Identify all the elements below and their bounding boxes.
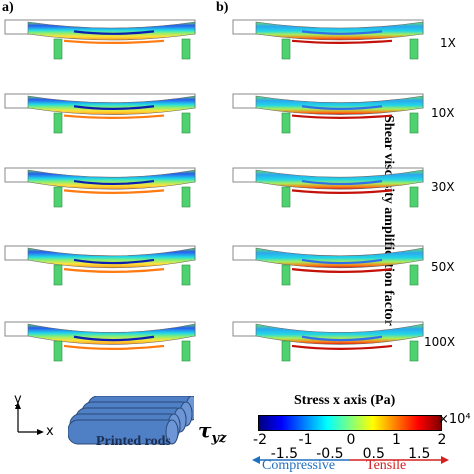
factor-label-1x: 1X: [440, 36, 456, 50]
factor-label-50x: 50X: [431, 260, 455, 274]
colorbar-tick-label: 1.5: [408, 446, 431, 462]
y-axis-label: y: [14, 392, 22, 407]
factor-label-10x: 10X: [431, 106, 455, 120]
support-pillar: [53, 38, 63, 60]
colorbar-tick-label: 2: [437, 432, 447, 448]
deformed-beam: [255, 21, 424, 41]
support-pillar: [281, 264, 291, 286]
tensile-zone: [63, 114, 165, 119]
compressive-arrow-head: [252, 456, 260, 464]
y-arrow-head: [15, 402, 21, 409]
compressive-zone: [301, 105, 383, 110]
compressive-zone: [301, 335, 383, 342]
support-pillar: [281, 38, 291, 60]
beam-simulation-panel-b: [232, 321, 424, 362]
support-pillar: [409, 38, 419, 60]
support-pillar: [181, 112, 191, 134]
deformed-beam: [255, 247, 424, 269]
printed-rods-label: Printed rods: [96, 434, 171, 449]
colorbar-tick-label: -1.5: [270, 446, 299, 462]
deformed-beam: [27, 21, 196, 41]
shear-stress-subscript: yz: [211, 431, 227, 446]
support-pillar: [281, 112, 291, 134]
colorbar-tick-label: 0.5: [362, 446, 385, 462]
compressive-zone: [73, 258, 155, 265]
beam-simulation-panel-b: [232, 245, 424, 286]
panel-b-label: b): [216, 0, 229, 15]
deformed-beam: [27, 169, 196, 190]
tensile-zone: [63, 344, 165, 350]
support-pillar: [181, 264, 191, 286]
beam-simulation-panel-a: [4, 245, 196, 286]
beam-simulation-panel-a: [4, 167, 196, 208]
colorbar-tick-label: 1: [392, 432, 401, 448]
compressive-zone: [73, 30, 155, 35]
beam-simulation-panel-a: [4, 19, 196, 60]
x-axis-label: x: [46, 424, 54, 439]
support-pillar: [181, 38, 191, 60]
deformed-beam: [27, 95, 196, 115]
tensile-zone: [291, 114, 393, 119]
x-arrow-head: [37, 429, 44, 435]
support-pillar: [409, 340, 419, 362]
tensile-zone: [291, 189, 393, 194]
tensile-arrow-head: [441, 456, 449, 464]
shear-stress-symbol: τyz: [198, 418, 226, 446]
tensile-label: Tensile: [366, 458, 407, 473]
rod-end-cap: [165, 419, 179, 445]
panel-a-label: a): [2, 0, 14, 15]
support-pillar: [409, 186, 419, 208]
factor-label-100x: 100X: [424, 335, 456, 349]
colorbar-exponent: ×10⁴: [438, 412, 471, 427]
beam-simulation-panel-a: [4, 321, 196, 362]
colorbar-tick-label: -2: [253, 432, 267, 448]
beam-simulation-panel-a: [4, 93, 196, 134]
tensile-zone: [63, 189, 165, 194]
shear-stress-tau: τ: [198, 418, 212, 442]
tensile-zone: [63, 268, 165, 273]
axis-schematic: [15, 402, 44, 435]
compressive-zone: [73, 335, 155, 342]
compressive-label: Compressive: [262, 458, 336, 473]
beam-simulation-panel-b: [232, 93, 424, 134]
colorbar-tick-label: 0: [346, 432, 356, 448]
deformed-beam: [27, 323, 196, 345]
support-pillar: [181, 340, 191, 362]
support-pillar: [281, 186, 291, 208]
support-pillar: [281, 340, 291, 362]
beam-simulation-panel-b: [232, 167, 424, 208]
tensile-zone: [63, 39, 165, 44]
colorbar-title: Stress x axis (Pa): [294, 393, 396, 408]
tensile-zone: [291, 268, 393, 273]
support-pillar: [53, 340, 63, 362]
support-pillar: [53, 186, 63, 208]
colorbar-tick-label: -1: [298, 432, 313, 448]
tensile-zone: [291, 344, 393, 350]
deformed-beam: [255, 169, 424, 190]
factor-label-30x: 30X: [431, 180, 455, 194]
compressive-zone: [301, 30, 383, 35]
compressive-zone: [73, 105, 155, 110]
printed-rods-illustration: [68, 396, 194, 445]
compressive-zone: [73, 179, 155, 186]
support-pillar: [409, 112, 419, 134]
colorbar: [258, 415, 442, 431]
compressive-zone: [301, 258, 383, 265]
tensile-zone: [291, 39, 393, 44]
compressive-zone: [301, 179, 383, 186]
deformed-beam: [27, 247, 196, 269]
support-pillar: [53, 112, 63, 134]
support-pillar: [181, 186, 191, 208]
support-pillar: [409, 264, 419, 286]
colorbar-tick-label: -0.5: [316, 446, 344, 462]
deformed-beam: [255, 323, 424, 345]
compressive-tensile-arrow: [252, 456, 449, 464]
beam-simulation-panel-b: [232, 19, 424, 60]
support-pillar: [53, 264, 63, 286]
deformed-beam: [255, 95, 424, 115]
